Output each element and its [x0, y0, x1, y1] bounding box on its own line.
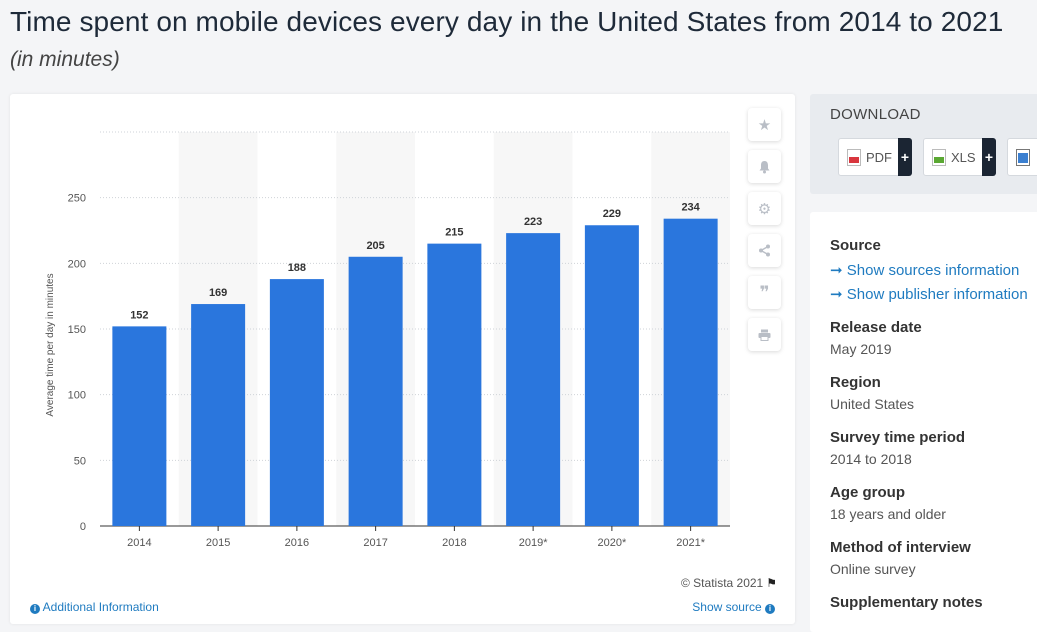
- star-icon: ★: [757, 116, 772, 134]
- age-group-heading: Age group: [830, 484, 905, 501]
- x-tick-label: 2017: [363, 537, 387, 549]
- xls-file-icon: [932, 148, 946, 166]
- x-tick-label: 2020*: [597, 537, 626, 549]
- image-file-icon: [1016, 148, 1030, 166]
- data-label: 169: [209, 287, 227, 299]
- print-icon: [758, 329, 771, 341]
- show-publisher-link[interactable]: ➞ Show publisher information: [830, 285, 1028, 303]
- xls-label: XLS: [951, 149, 976, 165]
- cite-button[interactable]: ❞: [748, 276, 781, 309]
- y-axis-title: Average time per day in minutes: [45, 273, 56, 416]
- gear-icon: ⚙: [757, 200, 772, 218]
- chart-card: 0 50 100 150 200 250 Average time per day in m…: [10, 94, 795, 624]
- page-subtitle: (in minutes): [10, 48, 120, 71]
- arrow-right-icon: ➞: [830, 262, 843, 279]
- credit-text: © Statista 2021: [681, 576, 764, 590]
- favorite-button[interactable]: ★: [748, 108, 781, 141]
- region-value: United States: [830, 396, 915, 412]
- y-tick-label: 150: [68, 324, 86, 336]
- release-date-heading: Release date: [830, 319, 922, 336]
- settings-button[interactable]: ⚙: [748, 192, 781, 225]
- pdf-label: PDF: [866, 149, 892, 165]
- statistic-details-panel: Source ➞ Show sources information ➞ Show…: [810, 212, 1037, 632]
- bar: [663, 218, 718, 526]
- statista-credit: © Statista 2021 ⚑: [681, 576, 777, 590]
- bar: [506, 233, 561, 527]
- source-heading: Source: [830, 237, 881, 254]
- pdf-plus-icon: +: [898, 138, 912, 176]
- share-icon: [759, 244, 770, 257]
- bar: [191, 304, 246, 526]
- supplementary-notes-heading: Supplementary notes: [830, 594, 983, 611]
- show-source-link[interactable]: Show source i: [692, 600, 775, 614]
- download-pdf-button[interactable]: PDF +: [838, 138, 912, 176]
- y-tick-label: 50: [74, 455, 86, 467]
- y-tick-label: 200: [68, 258, 86, 270]
- data-label: 215: [445, 227, 463, 239]
- x-tick-label: 2016: [285, 537, 309, 549]
- x-tick-label: 2014: [127, 537, 151, 549]
- download-xls-button[interactable]: XLS +: [923, 138, 996, 176]
- data-label: 234: [681, 202, 700, 214]
- additional-information-link[interactable]: i Additional Information: [30, 600, 159, 614]
- arrow-right-icon: ➞: [830, 286, 843, 303]
- info-icon: i: [765, 604, 775, 614]
- data-label: 223: [524, 216, 542, 228]
- data-label: 152: [130, 309, 148, 321]
- data-label: 205: [366, 240, 384, 252]
- additional-information-label: Additional Information: [42, 600, 159, 614]
- survey-period-heading: Survey time period: [830, 429, 966, 446]
- y-tick-label: 250: [68, 193, 86, 205]
- bar: [112, 326, 167, 526]
- download-panel: DOWNLOAD PDF + XLS +: [810, 94, 1037, 194]
- download-title: DOWNLOAD: [830, 106, 921, 123]
- notification-button[interactable]: [748, 150, 781, 183]
- method-heading: Method of interview: [830, 539, 971, 556]
- region-heading: Region: [830, 374, 881, 391]
- release-date-value: May 2019: [830, 341, 892, 357]
- pdf-file-icon: [847, 148, 861, 166]
- print-button[interactable]: [748, 318, 781, 351]
- data-label: 229: [603, 208, 621, 220]
- quote-icon: ❞: [759, 282, 770, 302]
- download-image-button[interactable]: [1007, 138, 1037, 176]
- x-tick-label: 2015: [206, 537, 230, 549]
- show-sources-label: Show sources information: [846, 262, 1020, 279]
- x-tick-label: 2021*: [676, 537, 705, 549]
- x-tick-label: 2018: [442, 537, 466, 549]
- show-publisher-label: Show publisher information: [846, 286, 1028, 303]
- bar: [584, 225, 639, 526]
- show-sources-link[interactable]: ➞ Show sources information: [830, 261, 1019, 279]
- flag-icon: ⚑: [766, 576, 777, 590]
- method-value: Online survey: [830, 561, 916, 577]
- bar-chart: 0 50 100 150 200 250 Average time per day in m…: [45, 131, 730, 549]
- survey-period-value: 2014 to 2018: [830, 451, 912, 467]
- y-tick-label: 100: [68, 390, 86, 402]
- age-group-value: 18 years and older: [830, 506, 946, 522]
- y-tick-label: 0: [80, 521, 86, 533]
- bar: [348, 256, 403, 526]
- data-label: 188: [288, 262, 306, 274]
- xls-plus-icon: +: [982, 138, 996, 176]
- x-tick-label: 2019*: [519, 537, 548, 549]
- bar: [269, 279, 324, 526]
- page-title: Time spent on mobile devices every day i…: [10, 6, 1004, 37]
- share-button[interactable]: [748, 234, 781, 267]
- show-source-label: Show source: [692, 600, 762, 614]
- bar: [427, 243, 482, 526]
- info-icon: i: [30, 604, 40, 614]
- bell-icon: [759, 160, 770, 173]
